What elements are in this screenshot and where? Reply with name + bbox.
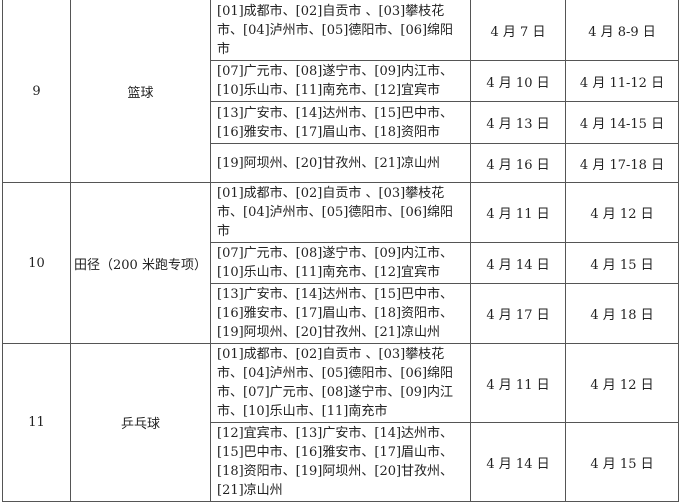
first-date: 4 月 10 日 bbox=[470, 60, 566, 102]
table-row: [13]广安市、[14]达州市、[15]巴中市、 [16]雅安市、[17]眉山市、… bbox=[3, 283, 679, 344]
region-line: [07]广元市、[08]遂宁市、[09]内江市、 bbox=[217, 64, 454, 79]
region-line: 市 bbox=[217, 41, 231, 57]
region-list: [12]宜宾市、[13]广安市、[14]达州市、 [15]巴中市、[16]雅安市、… bbox=[210, 422, 471, 502]
table-row: 9 篮球 [01]成都市、[02]自贡市 、[03]攀枝花 市、[04]泸州市、[05… bbox=[2, 0, 679, 183]
item-number: 9 bbox=[2, 0, 71, 183]
second-date: 4 月 14-15 日 bbox=[565, 101, 679, 144]
first-date: 4 月 16 日 bbox=[470, 143, 566, 183]
second-date: 4 月 17-18 日 bbox=[565, 143, 679, 183]
region-line: 市、[04]泸州市、[05]德阳市、[06]绵阳 bbox=[217, 22, 454, 38]
second-date: 4 月 11-12 日 bbox=[565, 60, 679, 102]
item-number: 11 bbox=[2, 343, 71, 502]
first-date: 4 月 14 日 bbox=[470, 242, 566, 284]
table-row: [12]宜宾市、[13]广安市、[14]达州市、 [15]巴中市、[16]雅安市、… bbox=[3, 422, 679, 502]
region-line: [16]雅安市、[17]眉山市、[18]资阳市 bbox=[217, 124, 441, 140]
item-number: 10 bbox=[2, 182, 71, 344]
region-line: [19]阿坝州、[20]甘孜州、[21]凉山州 bbox=[217, 155, 441, 171]
region-list: [13]广安市、[14]达州市、[15]巴中市、 [16]雅安市、[17]眉山市、… bbox=[210, 283, 471, 344]
region-line: [01]成都市、[02]自贡市 、[03]攀枝花 bbox=[217, 186, 445, 201]
region-line: [10]乐山市、[11]南充市、[12]宜宾市 bbox=[217, 265, 441, 280]
region-list: [01]成都市、[02]自贡市 、[03]攀枝花 市、[04]泸州市、[05]德阳… bbox=[210, 0, 471, 61]
region-list: [01]成都市、[02]自贡市 、[03]攀枝花 市、[04]泸州市、[05]德阳… bbox=[210, 343, 471, 423]
first-date: 4 月 11 日 bbox=[470, 343, 566, 423]
second-date: 4 月 12 日 bbox=[565, 182, 679, 243]
region-line: 市、[04]泸州市、[05]德阳市、[06]绵阳 bbox=[217, 366, 454, 381]
second-date: 4 月 18 日 bbox=[565, 283, 679, 344]
first-date: 4 月 13 日 bbox=[470, 101, 566, 144]
region-line: 市、[10]乐山市、[11]南充市 bbox=[217, 404, 388, 419]
region-line: [01]成都市、[02]自贡市 、[03]攀枝花 bbox=[217, 3, 445, 19]
region-line: [13]广安市、[14]达州市、[15]巴中市、 bbox=[217, 287, 454, 302]
region-line: [07]广元市、[08]遂宁市、[09]内江市、 bbox=[217, 246, 454, 261]
first-date: 4 月 17 日 bbox=[470, 283, 566, 344]
first-date: 4 月 7 日 bbox=[470, 0, 566, 61]
region-line: 市、[07]广元市、[08]遂宁市、[09]内江 bbox=[217, 385, 454, 400]
table-row: [07]广元市、[08]遂宁市、[09]内江市、 [10]乐山市、[11]南充市、… bbox=[3, 242, 679, 284]
sport-name: 乒乓球 bbox=[70, 343, 211, 502]
region-line: [19]阿坝州、[20]甘孜州、[21]凉山州 bbox=[217, 325, 441, 340]
sport-name: 田径（200 米跑专项） bbox=[70, 182, 211, 344]
region-line: 市、[04]泸州市、[05]德阳市、[06]绵阳 bbox=[217, 205, 454, 220]
region-line: [10]乐山市、[11]南充市、[12]宜宾市 bbox=[217, 83, 441, 98]
region-line: [18]资阳市、[19]阿坝州、[20]甘孜州、 bbox=[217, 464, 454, 479]
table-row: 10 田径（200 米跑专项） [01]成都市、[02]自贡市 、[03]攀枝花 市、… bbox=[2, 182, 679, 344]
region-line: 市 bbox=[217, 224, 231, 239]
second-date: 4 月 8-9 日 bbox=[565, 0, 679, 61]
region-list: [13]广安市、[14]达州市、[15]巴中市、 [16]雅安市、[17]眉山市、… bbox=[210, 101, 471, 144]
second-date: 4 月 15 日 bbox=[565, 242, 679, 284]
region-line: [15]巴中市、[16]雅安市、[17]眉山市、 bbox=[217, 445, 454, 460]
table-row: 11 乒乓球 [01]成都市、[02]自贡市 、[03]攀枝花 市、[04]泸州市、[… bbox=[2, 343, 679, 502]
region-line: [13]广安市、[14]达州市、[15]巴中市、 bbox=[217, 105, 454, 121]
second-date: 4 月 15 日 bbox=[565, 422, 679, 502]
region-line: [16]雅安市、[17]眉山市、[18]资阳市、 bbox=[217, 306, 454, 321]
second-date: 4 月 12 日 bbox=[565, 343, 679, 423]
region-list: [01]成都市、[02]自贡市 、[03]攀枝花 市、[04]泸州市、[05]德阳… bbox=[210, 182, 471, 243]
region-list: [07]广元市、[08]遂宁市、[09]内江市、 [10]乐山市、[11]南充市、… bbox=[210, 242, 471, 284]
first-date: 4 月 11 日 bbox=[470, 182, 566, 243]
sport-name: 篮球 bbox=[70, 0, 211, 183]
region-list: [19]阿坝州、[20]甘孜州、[21]凉山州 bbox=[210, 143, 471, 183]
region-list: [07]广元市、[08]遂宁市、[09]内江市、 [10]乐山市、[11]南充市、… bbox=[210, 60, 471, 102]
region-line: [01]成都市、[02]自贡市 、[03]攀枝花 bbox=[217, 347, 445, 362]
table-row: [13]广安市、[14]达州市、[15]巴中市、 [16]雅安市、[17]眉山市、… bbox=[3, 101, 679, 144]
region-line: [12]宜宾市、[13]广安市、[14]达州市、 bbox=[217, 426, 454, 441]
table-row: [07]广元市、[08]遂宁市、[09]内江市、 [10]乐山市、[11]南充市、… bbox=[3, 60, 679, 102]
first-date: 4 月 14 日 bbox=[470, 422, 566, 502]
